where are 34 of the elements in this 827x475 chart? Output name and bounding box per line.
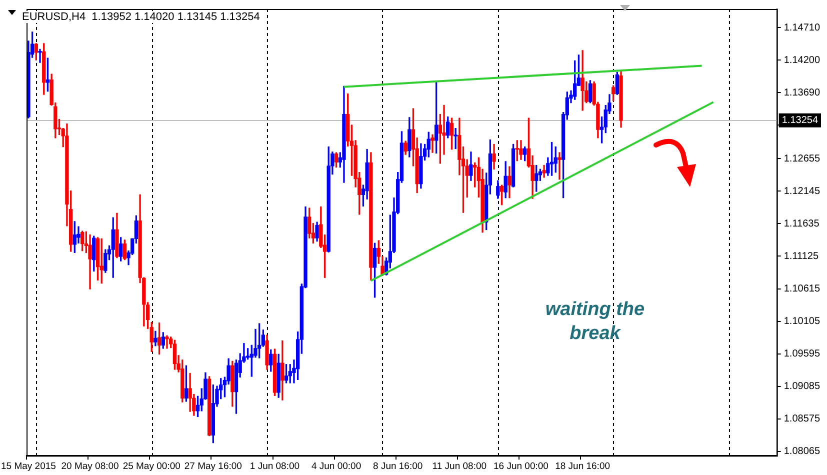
x-tick-label: 25 May 00:00 <box>122 460 180 472</box>
y-tick-label: 1.10105 <box>784 316 820 328</box>
chart-title: EURUSD,H4 1.13952 1.14020 1.13145 1.13254 <box>20 11 262 23</box>
x-tick-label: 4 Jun 00:00 <box>311 460 362 472</box>
candlestick <box>100 238 104 284</box>
y-tick-label: 1.10615 <box>784 284 820 295</box>
candlestick <box>165 335 169 349</box>
y-tick-label: 1.08065 <box>784 446 820 458</box>
y-tick-label: 1.09085 <box>784 381 820 392</box>
x-tick-label: 1 Jun 08:00 <box>250 460 300 472</box>
ref-line-label: 1.13254 <box>782 115 818 126</box>
y-tick-label: 1.12655 <box>784 153 820 164</box>
x-tick-label: 15 May 2015 <box>1 460 56 472</box>
candlestick <box>430 134 434 153</box>
x-tick-label: 8 Jun 16:00 <box>373 460 423 472</box>
annotation: waiting the break <box>544 298 646 346</box>
candlestick <box>38 48 42 63</box>
y-tick-label: 1.12145 <box>784 186 820 197</box>
candlestick <box>454 128 458 150</box>
candlestick <box>558 152 562 180</box>
x-tick-label: 11 Jun 08:00 <box>432 460 487 472</box>
y-tick-label: 1.14200 <box>784 54 820 66</box>
y-tick-label: 1.14710 <box>784 22 820 34</box>
y-tick-label: 1.11125 <box>784 250 819 262</box>
candlestick <box>188 372 192 412</box>
y-tick-label: 1.11635 <box>784 218 820 230</box>
x-tick-label: 16 Jun 00:00 <box>494 460 548 472</box>
y-tick-label: 1.08575 <box>784 414 820 425</box>
x-tick-label: 27 May 16:00 <box>184 460 242 472</box>
y-tick-label: 1.09595 <box>784 348 820 360</box>
candlestick <box>580 50 584 111</box>
x-tick-label: 20 May 08:00 <box>61 460 119 472</box>
y-tick-label: 1.13690 <box>784 87 820 98</box>
x-tick-label: 18 Jun 16:00 <box>555 460 610 472</box>
